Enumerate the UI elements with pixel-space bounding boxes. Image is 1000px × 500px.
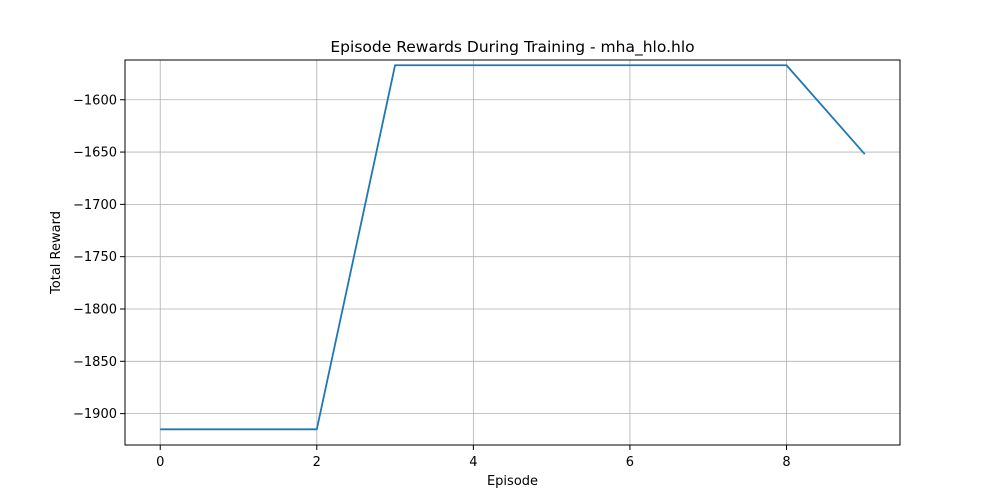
x-tick-label: 6: [626, 455, 634, 470]
y-axis: −1900 −1850 −1800 −1750 −1700 −1650 −1600: [73, 93, 125, 422]
x-axis-label: Episode: [487, 474, 538, 489]
x-tick-label: 2: [313, 455, 321, 470]
plot-frame: [124, 59, 901, 446]
series-group: [160, 64, 866, 431]
y-tick-label: −1900: [73, 407, 117, 422]
y-tick-label: −1650: [73, 146, 117, 161]
y-tick-label: −1600: [73, 93, 117, 108]
y-axis-label: Total Reward: [49, 211, 64, 295]
chart-title: Episode Rewards During Training - mha_hl…: [330, 38, 694, 57]
x-axis: 0 2 4 6 8: [156, 445, 791, 470]
y-tick-label: −1750: [73, 250, 117, 265]
y-tick-label: −1850: [73, 355, 117, 370]
x-tick-label: 8: [782, 455, 790, 470]
y-tick-label: −1800: [73, 302, 117, 317]
grid: [125, 60, 900, 445]
x-tick-label: 4: [469, 455, 477, 470]
series-line: [160, 64, 866, 431]
x-tick-label: 0: [156, 455, 164, 470]
y-tick-label: −1700: [73, 198, 117, 213]
